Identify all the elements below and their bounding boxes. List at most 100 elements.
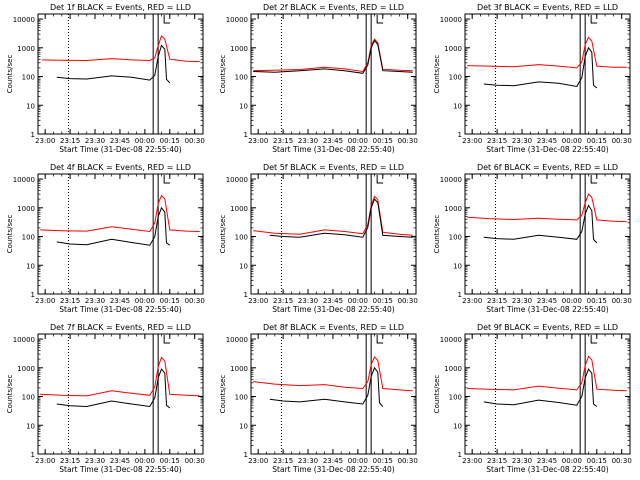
x-tick-label: 00:30 bbox=[612, 457, 632, 465]
y-tick-label: 10000 bbox=[226, 176, 248, 184]
interval-bracket bbox=[376, 175, 384, 184]
y-tick-label: 100 bbox=[449, 234, 462, 242]
y-tick-label: 1000 bbox=[230, 45, 248, 53]
lld-series-line bbox=[253, 195, 413, 236]
x-tick-label: 00:00 bbox=[135, 297, 155, 305]
events-series-line bbox=[483, 46, 598, 89]
x-axis-label: Start Time (31-Dec-08 22:55:40) bbox=[486, 305, 608, 314]
x-axis-label: Start Time (31-Dec-08 22:55:40) bbox=[486, 145, 608, 154]
lld-series-line bbox=[40, 356, 200, 397]
interval-bracket bbox=[590, 15, 598, 24]
y-tick-label: 1 bbox=[31, 131, 35, 139]
x-tick-label: 23:15 bbox=[60, 457, 80, 465]
y-tick-label: 10 bbox=[453, 422, 462, 430]
x-tick-label: 23:15 bbox=[60, 137, 80, 145]
plot-frame bbox=[464, 333, 631, 455]
y-tick-label: 10 bbox=[239, 102, 248, 110]
x-tick-label: 23:45 bbox=[323, 457, 343, 465]
detector-panel-9: Det 9f BLACK = Events, RED = LLD 1 10 100 10… bbox=[433, 323, 632, 474]
x-tick-label: 23:15 bbox=[273, 137, 293, 145]
x-tick-label: 00:15 bbox=[587, 137, 607, 145]
x-tick-label: 23:30 bbox=[85, 457, 105, 465]
lld-series-line bbox=[467, 36, 627, 69]
lld-series-line bbox=[253, 355, 413, 392]
x-tick-label: 00:30 bbox=[185, 457, 205, 465]
interval-bracket bbox=[376, 15, 384, 24]
y-tick-label: 1 bbox=[244, 291, 248, 299]
x-tick-label: 23:00 bbox=[248, 137, 268, 145]
plot-frame bbox=[250, 173, 417, 295]
y-tick-label: 1000 bbox=[444, 45, 462, 53]
interval-bracket bbox=[590, 335, 598, 344]
panel-title: Det 1f BLACK = Events, RED = LLD bbox=[50, 3, 191, 12]
panel-title: Det 7f BLACK = Events, RED = LLD bbox=[50, 323, 191, 332]
x-tick-label: 23:45 bbox=[537, 297, 557, 305]
y-tick-label: 10000 bbox=[13, 336, 35, 344]
x-tick-label: 00:30 bbox=[185, 297, 205, 305]
y-tick-label: 100 bbox=[449, 394, 462, 402]
y-axis-label: Counts/sec bbox=[6, 375, 14, 414]
y-tick-label: 10 bbox=[453, 102, 462, 110]
panel-title: Det 9f BLACK = Events, RED = LLD bbox=[477, 323, 618, 332]
plot-frame bbox=[250, 13, 417, 135]
detector-panel-5: Det 5f BLACK = Events, RED = LLD 1 10 100 10… bbox=[219, 163, 418, 314]
y-tick-label: 1000 bbox=[17, 205, 35, 213]
x-axis-label: Start Time (31-Dec-08 22:55:40) bbox=[59, 465, 181, 474]
panel-title: Det 4f BLACK = Events, RED = LLD bbox=[50, 163, 191, 172]
y-tick-label: 100 bbox=[235, 74, 248, 82]
y-tick-label: 10000 bbox=[13, 16, 35, 24]
x-tick-label: 00:30 bbox=[398, 137, 418, 145]
x-tick-label: 00:15 bbox=[587, 297, 607, 305]
plot-frame bbox=[250, 333, 417, 455]
y-tick-label: 100 bbox=[22, 234, 35, 242]
x-tick-label: 00:15 bbox=[587, 457, 607, 465]
x-tick-label: 23:15 bbox=[487, 297, 507, 305]
panel-title: Det 2f BLACK = Events, RED = LLD bbox=[263, 3, 404, 12]
x-tick-label: 23:45 bbox=[110, 137, 130, 145]
y-axis-label: Counts/sec bbox=[433, 375, 441, 414]
interval-bracket bbox=[163, 175, 171, 184]
x-axis-label: Start Time (31-Dec-08 22:55:40) bbox=[272, 465, 394, 474]
x-tick-label: 23:45 bbox=[110, 457, 130, 465]
y-tick-label: 10 bbox=[239, 262, 248, 270]
panel-title: Det 6f BLACK = Events, RED = LLD bbox=[477, 163, 618, 172]
y-tick-label: 1 bbox=[458, 131, 462, 139]
lld-series-line bbox=[253, 38, 413, 73]
y-tick-label: 1 bbox=[458, 451, 462, 459]
x-axis-label: Start Time (31-Dec-08 22:55:40) bbox=[486, 465, 608, 474]
detector-panel-2: Det 2f BLACK = Events, RED = LLD 1 10 100 10… bbox=[219, 3, 418, 154]
x-axis-label: Start Time (31-Dec-08 22:55:40) bbox=[272, 305, 394, 314]
x-tick-label: 23:00 bbox=[462, 457, 482, 465]
y-axis-label: Counts/sec bbox=[6, 55, 14, 94]
events-series-line bbox=[56, 368, 171, 409]
y-axis-label: Counts/sec bbox=[219, 55, 227, 94]
events-series-line bbox=[483, 204, 598, 244]
y-tick-label: 1 bbox=[31, 451, 35, 459]
x-tick-label: 23:15 bbox=[487, 457, 507, 465]
events-series-line bbox=[483, 368, 598, 407]
events-series-line bbox=[56, 44, 171, 84]
detector-panel-6: Det 6f BLACK = Events, RED = LLD 1 10 100 10… bbox=[433, 163, 632, 314]
y-tick-label: 10 bbox=[453, 262, 462, 270]
x-tick-label: 00:30 bbox=[398, 297, 418, 305]
y-tick-label: 1000 bbox=[444, 205, 462, 213]
interval-bracket bbox=[163, 15, 171, 24]
detector-panel-4: Det 4f BLACK = Events, RED = LLD 1 10 100 10… bbox=[6, 163, 205, 314]
x-tick-label: 23:00 bbox=[248, 457, 268, 465]
y-axis-label: Counts/sec bbox=[433, 55, 441, 94]
x-tick-label: 23:30 bbox=[512, 457, 532, 465]
plot-frame bbox=[37, 173, 204, 295]
x-tick-label: 23:30 bbox=[298, 297, 318, 305]
y-tick-label: 10000 bbox=[226, 336, 248, 344]
y-tick-label: 1000 bbox=[17, 45, 35, 53]
x-tick-label: 23:30 bbox=[298, 137, 318, 145]
y-tick-label: 1000 bbox=[444, 365, 462, 373]
x-tick-label: 23:00 bbox=[462, 297, 482, 305]
plot-frame bbox=[37, 13, 204, 135]
y-tick-label: 10000 bbox=[440, 176, 462, 184]
x-tick-label: 00:30 bbox=[185, 137, 205, 145]
panel-title: Det 5f BLACK = Events, RED = LLD bbox=[263, 163, 404, 172]
events-series-line bbox=[56, 206, 171, 246]
y-tick-label: 100 bbox=[235, 234, 248, 242]
x-tick-label: 23:00 bbox=[35, 137, 55, 145]
